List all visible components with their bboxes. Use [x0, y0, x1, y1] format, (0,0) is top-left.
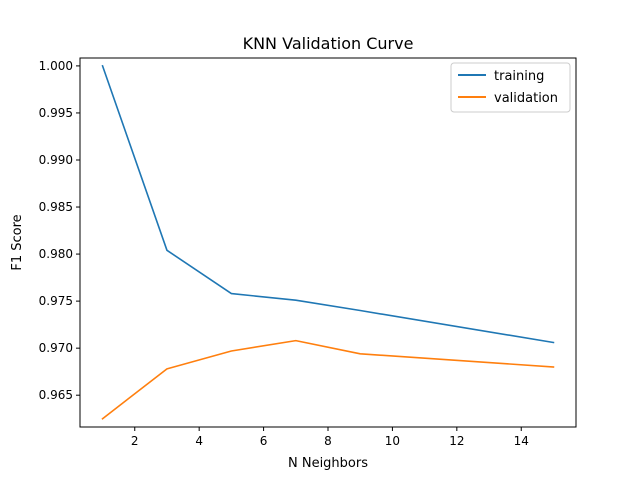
y-tick-label: 0.970: [39, 341, 73, 355]
y-tick-label: 0.975: [39, 294, 73, 308]
y-tick-label: 0.980: [39, 247, 73, 261]
y-tick-label: 0.990: [39, 153, 73, 167]
x-tick-label: 4: [195, 434, 203, 448]
x-tick-label: 6: [260, 434, 268, 448]
y-tick-label: 0.965: [39, 388, 73, 402]
x-axis: 2 4 6 8 10 12 14: [131, 427, 529, 448]
series-line-training: [101, 64, 555, 344]
x-tick-label: 10: [385, 434, 400, 448]
legend-validation-label: validation: [494, 91, 558, 106]
plot-area: [101, 64, 555, 420]
series-line-validation: [101, 339, 555, 420]
chart-title: KNN Validation Curve: [243, 34, 414, 53]
y-axis-label: F1 Score: [10, 214, 25, 270]
x-tick-label: 2: [131, 434, 139, 448]
y-axis: 0.965 0.970 0.975 0.980 0.985 0.990 0.995 1.000: [39, 59, 80, 402]
y-tick-label: 0.985: [39, 200, 73, 214]
legend: training validation: [450, 62, 571, 113]
x-axis-label: N Neighbors: [288, 456, 368, 471]
y-tick-label: 0.995: [39, 106, 73, 120]
legend-training-label: training: [494, 69, 544, 84]
x-tick-label: 8: [324, 434, 332, 448]
y-tick-label: 1.000: [39, 59, 73, 73]
x-tick-label: 14: [514, 434, 529, 448]
x-tick-label: 12: [449, 434, 464, 448]
